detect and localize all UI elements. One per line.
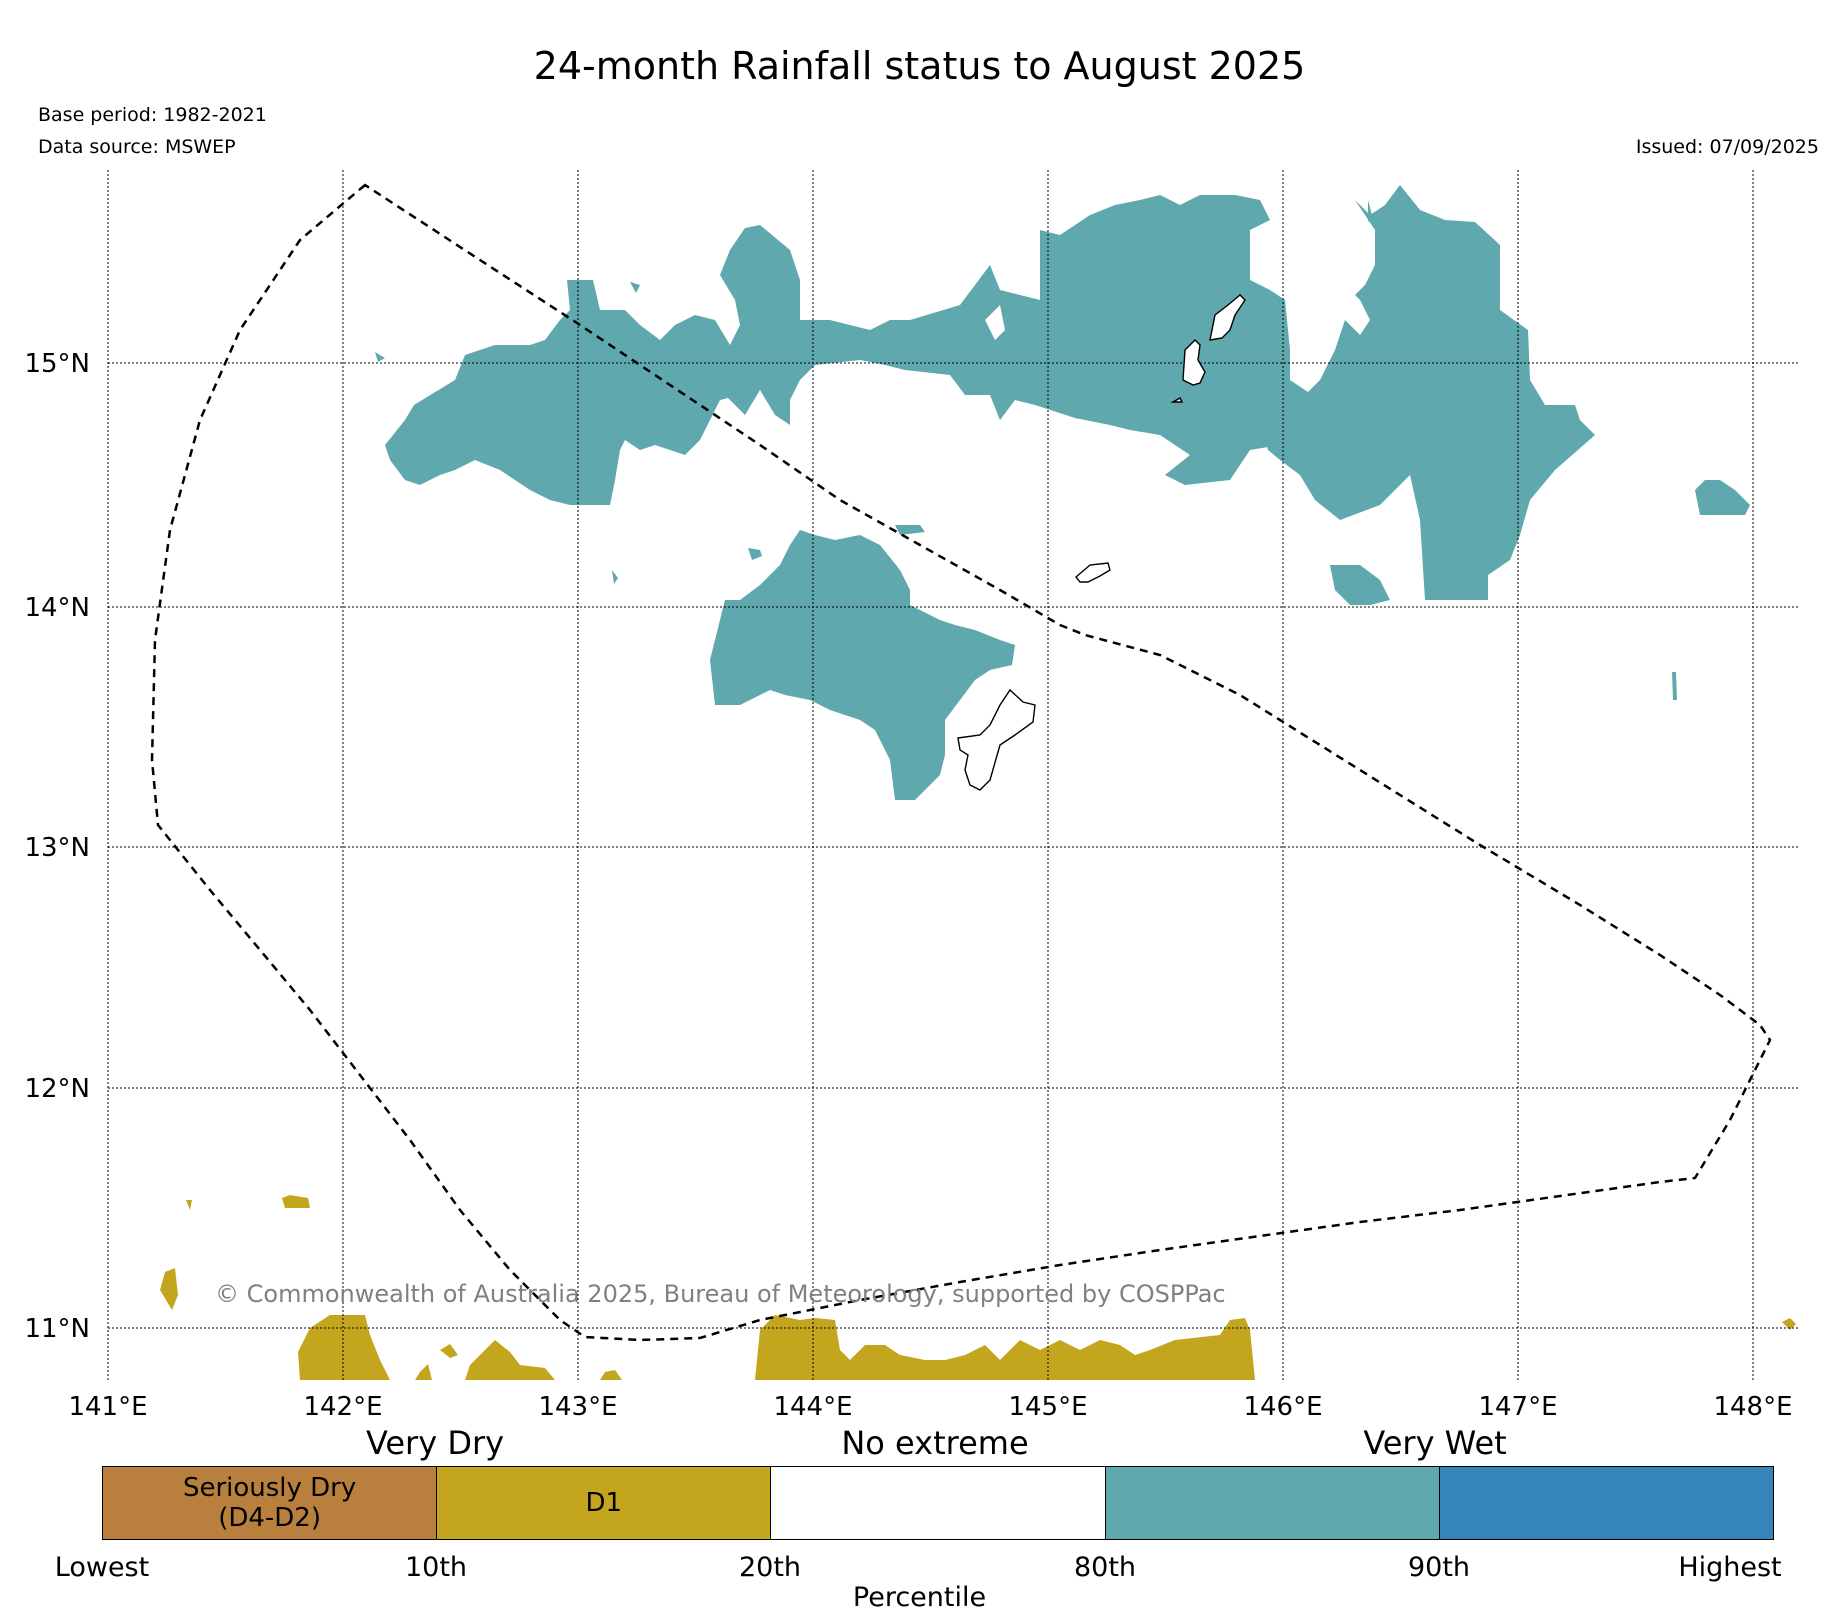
wet-patch-5 (612, 570, 618, 584)
legend-header-wet: Very Wet (1363, 1424, 1507, 1462)
legend-tick-10th: 10th (404, 1552, 468, 1583)
dry-region-w2 (282, 1195, 310, 1208)
legend-tick-90th: 90th (1407, 1552, 1471, 1583)
legend-d1: D1 (437, 1467, 772, 1539)
legend-header-dry: Very Dry (365, 1424, 505, 1462)
x-tick-147: 147°E (1478, 1392, 1557, 1420)
wet-patch-2 (1695, 480, 1750, 515)
rainfall-map: 141°E 142°E 143°E 144°E 145°E 146°E 147°… (24, 170, 1800, 1420)
island-rota (1075, 562, 1111, 583)
legend-xlabel: Percentile (852, 1582, 987, 1613)
dry-region-south (755, 1315, 1255, 1380)
x-tick-144: 144°E (773, 1392, 852, 1420)
legend-tick-lowest: Lowest (54, 1552, 150, 1583)
legend-very-wet-90 (1439, 1467, 1774, 1539)
wet-patch-3 (895, 525, 925, 535)
gridlines (107, 170, 1800, 1380)
dry-region-w1 (160, 1268, 178, 1310)
legend-tick-20th: 20th (738, 1552, 802, 1583)
legend-header-none: No extreme (841, 1424, 1029, 1462)
wet-patch-9 (1672, 672, 1677, 700)
legend-tick-80th: 80th (1073, 1552, 1137, 1583)
base-period: Base period: 1982-2021 (38, 104, 267, 126)
dry-regions (160, 1195, 1796, 1380)
legend-tick-highest: Highest (1678, 1552, 1782, 1583)
copyright-notice: © Commonwealth of Australia 2025, Bureau… (215, 1280, 1226, 1308)
island-small (1170, 397, 1184, 403)
wet-patch-1 (1330, 565, 1390, 605)
dry-region-sw2 (465, 1340, 555, 1380)
x-tick-141: 141°E (68, 1392, 147, 1420)
island-tinian (1182, 339, 1206, 386)
island-guam (957, 688, 1036, 791)
x-tick-142: 142°E (303, 1392, 382, 1420)
dry-region-sw4 (440, 1344, 458, 1358)
wet-patch-8 (1368, 200, 1372, 222)
wet-patch-7 (630, 282, 640, 293)
x-tick-146: 146°E (1243, 1392, 1322, 1420)
wet-region-west (385, 195, 1340, 505)
wet-patch-6 (375, 352, 385, 362)
legend-seriously-dry: Seriously Dry (D4-D2) (103, 1467, 438, 1539)
x-tick-143: 143°E (538, 1392, 617, 1420)
legend-very-wet-80 (1105, 1467, 1440, 1539)
y-tick-11n: 11°N (24, 1314, 90, 1344)
wet-region-central (710, 530, 1015, 800)
dry-region-e (1782, 1318, 1796, 1330)
dry-region-sw5 (600, 1370, 622, 1380)
x-tick-148: 148°E (1713, 1392, 1792, 1420)
island-outlines (957, 294, 1246, 791)
map-title: 24-month Rainfall status to August 2025 (533, 44, 1306, 88)
island-saipan (1209, 294, 1246, 341)
data-source: Data source: MSWEP (38, 136, 236, 158)
very-wet-regions (375, 185, 1750, 800)
x-tick-145: 145°E (1008, 1392, 1087, 1420)
dry-region-sw3 (415, 1364, 432, 1380)
dry-region-sw1 (298, 1315, 390, 1380)
wet-region-east (1260, 185, 1595, 600)
wet-patch-4 (748, 548, 762, 560)
y-tick-14n: 14°N (24, 593, 90, 623)
y-tick-12n: 12°N (24, 1074, 90, 1104)
issued-date: Issued: 07/09/2025 (1635, 136, 1819, 158)
legend-colorbar: Seriously Dry (D4-D2) D1 (102, 1466, 1774, 1540)
legend-no-extreme (771, 1467, 1106, 1539)
eez-boundary (150, 183, 1772, 1342)
dry-region-w3 (186, 1200, 192, 1210)
y-tick-15n: 15°N (24, 349, 90, 379)
y-tick-13n: 13°N (24, 833, 90, 863)
